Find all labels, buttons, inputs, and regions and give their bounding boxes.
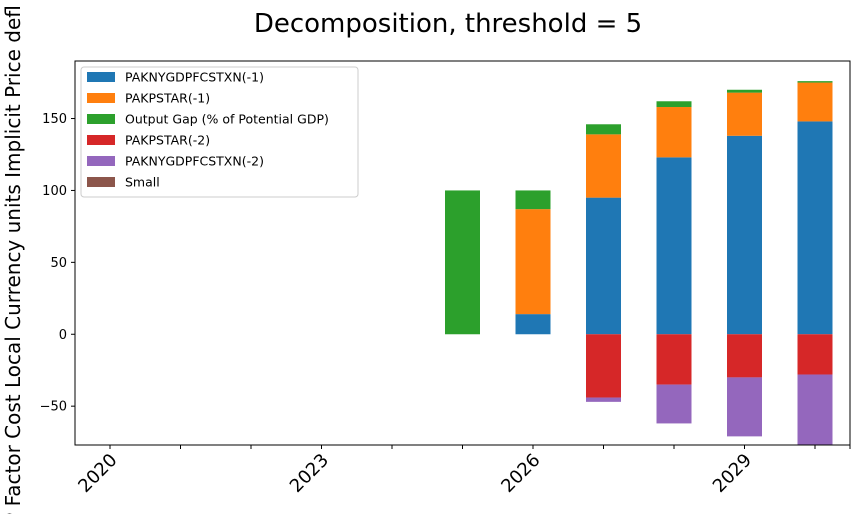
- bar-segment: [445, 190, 480, 335]
- x-tick-label: 2029: [709, 450, 756, 497]
- x-tick-label: 2023: [286, 450, 333, 497]
- x-tick-label: 2026: [497, 450, 544, 497]
- bar-segment: [515, 190, 551, 210]
- y-tick-label: 50: [50, 256, 67, 271]
- bar-segment: [656, 384, 692, 424]
- bar-segment: [586, 334, 621, 398]
- legend-label: PAKNYGDPFCSTXN(-2): [125, 154, 264, 169]
- y-tick-label: 0: [59, 328, 67, 343]
- bars-layer: [445, 81, 833, 445]
- bar-segment: [727, 135, 762, 335]
- bar-segment: [656, 157, 692, 335]
- bar-segment: [797, 121, 833, 335]
- bar-segment: [515, 209, 551, 315]
- legend-swatch: [87, 93, 115, 103]
- legend-label: Output Gap (% of Potential GDP): [125, 112, 329, 127]
- x-axis: 2020 2023 2026 2029: [74, 445, 851, 497]
- legend-box: [80, 66, 359, 198]
- legend-swatch: [87, 156, 115, 166]
- legend-swatch: [87, 114, 115, 124]
- bar-segment: [727, 377, 762, 437]
- legend-swatch: [87, 135, 115, 145]
- bar-segment: [727, 334, 762, 378]
- legend-label: PAKPSTAR(-1): [125, 91, 210, 106]
- bar-segment: [727, 89, 762, 93]
- y-tick-label: 150: [42, 112, 67, 127]
- x-tick-label: 2020: [74, 450, 121, 497]
- bar-segment: [797, 82, 833, 122]
- bar-segment: [797, 374, 833, 445]
- legend-label: PAKNYGDPFCSTXN(-1): [125, 70, 264, 85]
- bar-segment: [586, 134, 621, 198]
- bar-segment: [656, 101, 692, 108]
- chart-title: Decomposition, threshold = 5: [254, 9, 642, 39]
- y-tick-label: −50: [40, 400, 67, 415]
- legend-swatch: [87, 72, 115, 82]
- bar-segment: [656, 107, 692, 158]
- legend-label: PAKPSTAR(-2): [125, 133, 210, 148]
- bar-segment: [586, 197, 621, 335]
- bar-segment: [586, 124, 621, 135]
- legend-swatch: [87, 177, 115, 187]
- y-axis-label: P Factor Cost Local Currency units Impli…: [1, 5, 25, 514]
- y-tick-label: 100: [42, 184, 67, 199]
- bar-segment: [797, 334, 833, 375]
- legend: PAKNYGDPFCSTXN(-1) PAKPSTAR(-1) Output Gap…: [80, 66, 359, 198]
- bar-segment: [727, 92, 762, 136]
- legend-label: Small: [125, 175, 160, 190]
- y-axis: −50 0 50 100 150: [40, 112, 75, 415]
- bar-segment: [586, 397, 621, 402]
- plot-frame: [74, 60, 851, 446]
- bar-segment: [515, 314, 551, 335]
- bar-segment: [656, 334, 692, 385]
- bar-segment: [797, 81, 833, 83]
